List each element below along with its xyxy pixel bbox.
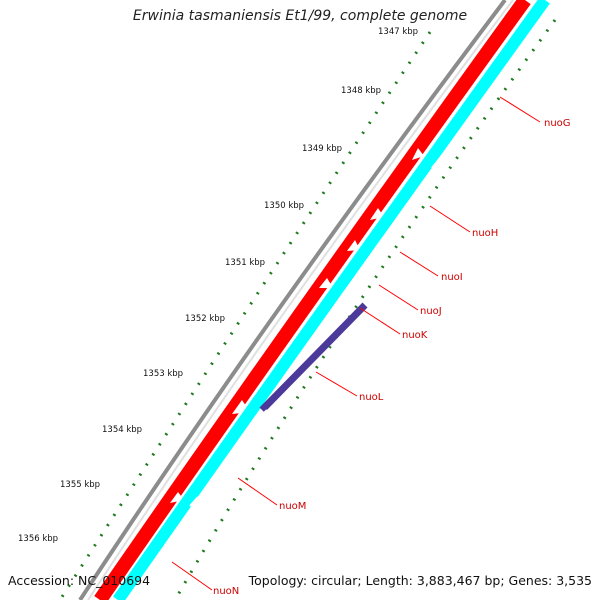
cds-strand	[94, 0, 531, 600]
accession-label: Accession: NC_010694	[8, 573, 151, 588]
tick-label: 1355 kbp	[60, 480, 100, 490]
genome-stats-label: Topology: circular; Length: 3,883,467 bp…	[248, 573, 592, 588]
gene-label: nuoI	[441, 272, 463, 283]
tick-label: 1353 kbp	[143, 369, 183, 379]
gene-label: nuoK	[402, 330, 428, 341]
gene-leaders	[171, 96, 541, 591]
gene-label: nuoN	[213, 586, 239, 597]
tick-label: 1349 kbp	[302, 144, 342, 154]
tick-label: 1350 kbp	[264, 201, 304, 211]
gene-label: nuoJ	[420, 306, 442, 317]
tick-ring-outer	[173, 19, 557, 600]
tick-label: 1354 kbp	[102, 425, 142, 435]
backbone-outer	[78, 0, 507, 600]
tick-label: 1347 kbp	[378, 27, 418, 37]
gene-label: nuoL	[359, 392, 384, 403]
gene-label: nuoH	[472, 228, 498, 239]
tick-label: 1356 kbp	[18, 534, 58, 544]
backbone-inner	[87, 0, 514, 600]
tick-ring-inner	[58, 31, 432, 600]
gene-track	[113, 0, 550, 600]
map-title: Erwinia tasmaniensis Et1/99, complete ge…	[132, 8, 468, 24]
tick-label: 1352 kbp	[185, 314, 225, 324]
highlight-track	[259, 302, 368, 413]
gene-label: nuoM	[279, 501, 306, 512]
tick-label: 1348 kbp	[341, 86, 381, 96]
gene-label: nuoG	[544, 118, 571, 129]
tick-label: 1351 kbp	[225, 258, 265, 268]
